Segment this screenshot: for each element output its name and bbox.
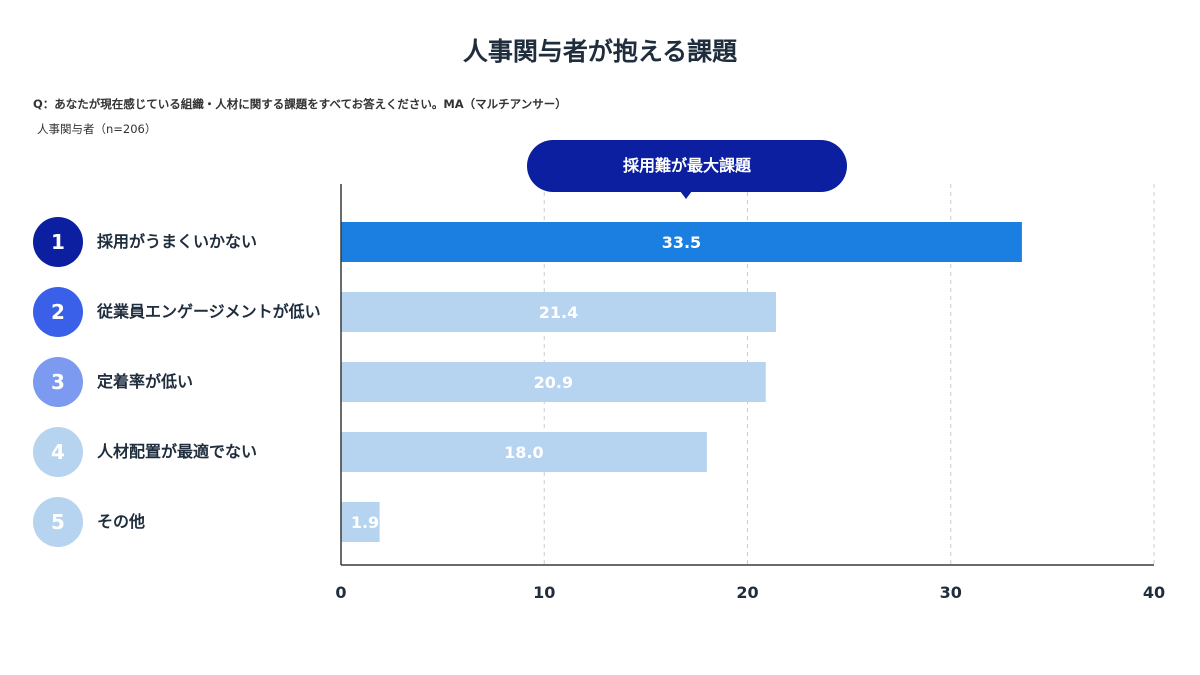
bar [341, 222, 1022, 262]
bar [341, 292, 776, 332]
bar [341, 362, 766, 402]
rank-number-badge: 5 [33, 497, 83, 547]
category-label: 従業員エンゲージメントが低い [97, 302, 321, 321]
bar [341, 502, 380, 542]
category-label: 定着率が低い [97, 372, 194, 391]
bar-value-label: 33.5 [662, 233, 701, 252]
bar-value-label: 21.4 [539, 303, 578, 322]
rank-number-badge: 2 [33, 287, 83, 337]
x-tick-label: 30 [940, 583, 962, 602]
category-label: その他 [97, 512, 146, 531]
callout-badge: 採用難が最大課題 [527, 140, 847, 192]
x-tick-label: 10 [533, 583, 555, 602]
sample-size: 人事関与者（n=206） [37, 122, 157, 136]
survey-question: Q：あなたが現在感じている組織・人材に関する課題をすべてお答えください。MA（マ… [33, 97, 567, 111]
rank-number-badge: 4 [33, 427, 83, 477]
rank-number-badge: 3 [33, 357, 83, 407]
category-label: 採用がうまくいかない [97, 232, 258, 251]
bar [341, 432, 707, 472]
category-label: 人材配置が最適でない [97, 442, 258, 461]
rank-number-badge: 1 [33, 217, 83, 267]
x-tick-label: 0 [335, 583, 346, 602]
chart-title: 人事関与者が抱える課題 [462, 37, 738, 66]
x-tick-label: 20 [736, 583, 758, 602]
bar-value-label: 20.9 [534, 373, 573, 392]
bar-value-label: 1.9 [351, 513, 379, 532]
x-tick-label: 40 [1143, 583, 1165, 602]
callout-pointer [680, 191, 692, 199]
bar-value-label: 18.0 [504, 443, 543, 462]
